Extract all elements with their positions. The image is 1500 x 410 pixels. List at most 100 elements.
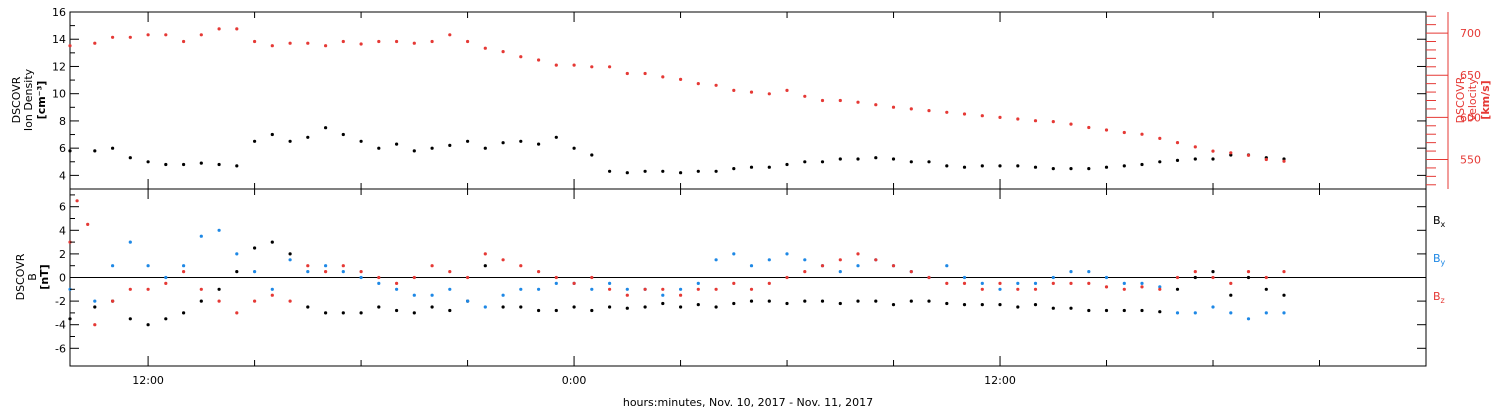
top-point-velocity <box>128 35 132 39</box>
top-right-ylabel-line-1: DSCOVR <box>1454 76 1467 123</box>
b-point-bx <box>732 301 736 306</box>
b-point-bx <box>537 308 541 313</box>
b-point-by <box>1016 281 1020 285</box>
top-point-velocity <box>732 88 736 92</box>
b-point-bx <box>1051 306 1055 310</box>
top-point-velocity <box>1016 117 1020 121</box>
top-point-velocity <box>572 63 576 67</box>
b-point-bz <box>927 275 931 280</box>
b-point-bz <box>1104 285 1109 289</box>
b-point-bz <box>838 258 842 262</box>
b-point-by <box>1122 281 1126 285</box>
top-point-velocity <box>643 71 647 76</box>
b-point-bz <box>1264 275 1268 280</box>
b-point-by <box>1087 270 1091 274</box>
bottom-left-tick-label: -6 <box>55 342 66 355</box>
b-point-by <box>111 264 115 268</box>
top-point-velocity <box>767 92 771 96</box>
b-point-bz <box>519 264 523 268</box>
b-point-bx <box>93 305 97 309</box>
top-point-density <box>696 169 700 173</box>
top-point-density <box>874 156 878 160</box>
b-point-bx <box>1229 293 1233 297</box>
b-point-bz <box>1193 270 1197 274</box>
b-point-bx <box>377 305 381 309</box>
top-point-velocity <box>199 33 203 37</box>
b-point-by <box>1211 305 1215 309</box>
top-left-ylabel-line-2: Ion Density <box>22 68 35 131</box>
top-point-velocity <box>1229 151 1233 155</box>
b-point-bz <box>1175 275 1180 280</box>
b-point-bx <box>767 299 771 303</box>
b-point-bz <box>430 264 434 268</box>
b-point-by <box>998 287 1002 291</box>
b-point-bx <box>483 264 487 268</box>
top-point-density <box>838 157 842 161</box>
b-point-bx <box>856 299 860 303</box>
top-point-density <box>1051 167 1055 171</box>
top-left-tick-label: 6 <box>59 142 66 155</box>
bottom-left-tick-label: -4 <box>55 319 66 332</box>
b-point-bz <box>537 270 541 274</box>
bottom-left-y-axis: -6 -4 -2 0 2 4 6 <box>55 194 1426 355</box>
panel-bottom: -6 -4 -2 0 2 4 6 DSCOVR B [nT] Bx By Bz <box>14 188 1446 367</box>
b-point-bx <box>962 303 967 307</box>
top-point-density <box>1193 157 1197 161</box>
b-point-bz <box>1282 270 1286 274</box>
b-point-by <box>696 281 700 285</box>
b-point-by <box>341 270 345 274</box>
panel-top: 4 6 8 10 12 14 16 550 600 650 700 DSCOVR Ion Dens… <box>10 6 1492 190</box>
b-point-by <box>164 275 168 280</box>
top-point-velocity <box>696 82 700 86</box>
top-point-velocity <box>182 39 186 44</box>
bottom-left-tick-label: 2 <box>59 248 66 261</box>
b-point-by <box>980 281 984 285</box>
top-point-velocity <box>714 83 718 87</box>
top-point-velocity <box>164 33 168 37</box>
top-point-velocity <box>1246 153 1251 157</box>
b-point-bx <box>927 299 931 303</box>
b-point-bx <box>306 305 310 309</box>
top-point-velocity <box>537 58 541 62</box>
b-point-by <box>1229 311 1233 315</box>
b-point-bz <box>483 252 487 256</box>
b-point-bx <box>661 301 665 306</box>
b-point-bz <box>324 270 328 274</box>
top-point-velocity <box>519 55 523 59</box>
b-point-bz <box>1069 281 1073 285</box>
top-left-tick-label: 10 <box>52 88 66 101</box>
b-point-bx <box>785 301 789 306</box>
top-point-velocity <box>1211 149 1215 153</box>
b-point-by <box>306 270 310 274</box>
b-point-bx <box>1246 275 1251 280</box>
b-point-bz <box>785 275 789 280</box>
b-point-bz <box>395 281 399 285</box>
b-point-by <box>395 287 399 291</box>
top-point-density <box>430 146 434 150</box>
top-right-tick-label: 600 <box>1460 111 1481 124</box>
top-point-velocity <box>803 94 807 98</box>
b-point-bx <box>199 299 203 303</box>
top-point-density <box>572 146 576 150</box>
b-point-by <box>501 293 505 297</box>
top-point-velocity <box>909 107 913 111</box>
b-point-bz <box>643 287 647 291</box>
top-point-velocity <box>661 75 665 79</box>
b-point-bz <box>696 287 700 291</box>
b-point-bz <box>1087 281 1091 285</box>
b-point-bz <box>661 287 665 291</box>
b-point-bx <box>1122 308 1126 313</box>
top-point-density <box>501 141 505 145</box>
top-point-density <box>1158 160 1162 164</box>
legend: Bx By Bz <box>1433 214 1446 305</box>
b-point-by <box>590 287 594 291</box>
top-point-velocity <box>217 27 221 31</box>
b-point-by <box>448 287 452 291</box>
b-point-bx <box>164 317 168 321</box>
b-point-by <box>377 281 381 285</box>
bottom-left-tick-label: 0 <box>59 272 66 285</box>
top-point-density <box>182 162 186 167</box>
top-point-density <box>412 149 416 153</box>
top-point-density <box>962 165 967 169</box>
